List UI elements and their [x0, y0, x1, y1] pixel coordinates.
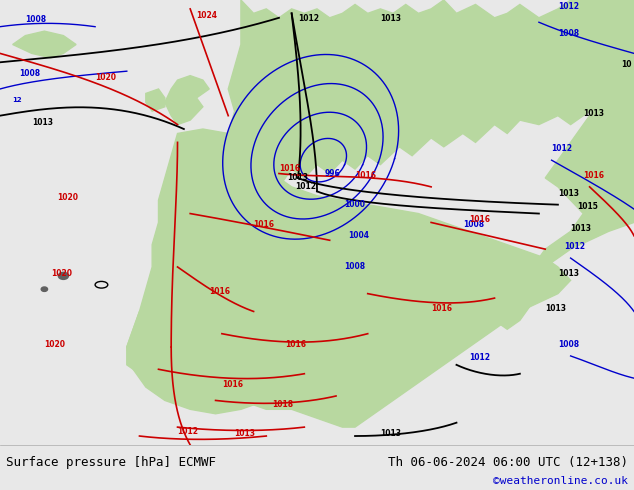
Polygon shape [127, 129, 571, 427]
Text: 1013: 1013 [558, 189, 579, 198]
Text: 1012: 1012 [469, 353, 490, 363]
Text: 1016: 1016 [355, 171, 376, 180]
Text: 1012: 1012 [295, 182, 316, 191]
Text: 1008: 1008 [463, 220, 484, 229]
Text: 1016: 1016 [209, 287, 230, 295]
Text: 1020: 1020 [44, 340, 65, 349]
Text: 1013: 1013 [287, 173, 308, 182]
Polygon shape [146, 89, 165, 111]
Polygon shape [520, 0, 634, 285]
Text: 1008: 1008 [25, 15, 46, 24]
Text: 1016: 1016 [431, 304, 452, 314]
Polygon shape [216, 0, 634, 191]
Text: 1012: 1012 [178, 427, 198, 436]
Polygon shape [304, 249, 361, 356]
Polygon shape [13, 31, 76, 58]
Text: 1024: 1024 [197, 11, 217, 20]
Text: 1012: 1012 [558, 2, 579, 11]
Text: 1013: 1013 [571, 224, 592, 233]
Text: 1016: 1016 [469, 216, 490, 224]
Circle shape [58, 272, 68, 279]
Text: 996: 996 [325, 169, 340, 178]
Text: 1016: 1016 [279, 164, 300, 173]
Text: 1020: 1020 [57, 193, 78, 202]
Text: 1008: 1008 [558, 28, 579, 38]
Text: 1000: 1000 [344, 200, 366, 209]
Text: 1016: 1016 [285, 340, 306, 349]
Text: 1016: 1016 [254, 220, 275, 229]
Text: 1012: 1012 [298, 14, 319, 23]
Text: 1018: 1018 [273, 400, 294, 409]
Text: 1008: 1008 [344, 263, 366, 271]
Text: Surface pressure [hPa] ECMWF: Surface pressure [hPa] ECMWF [6, 456, 216, 468]
Polygon shape [127, 312, 279, 414]
Text: 1012: 1012 [564, 242, 585, 251]
Text: ©weatheronline.co.uk: ©weatheronline.co.uk [493, 476, 628, 487]
Text: 10: 10 [621, 60, 632, 69]
Text: 1016: 1016 [583, 171, 604, 180]
Text: 1004: 1004 [347, 231, 369, 240]
Text: 1013: 1013 [32, 118, 53, 126]
Text: 1013: 1013 [380, 429, 401, 438]
Text: 1020: 1020 [95, 73, 116, 82]
Text: 1013: 1013 [558, 269, 579, 278]
Text: 1008: 1008 [19, 69, 40, 77]
Text: 1013: 1013 [545, 304, 566, 314]
Text: 1008: 1008 [558, 340, 579, 349]
Text: 1013: 1013 [235, 429, 256, 438]
Circle shape [41, 287, 48, 292]
Polygon shape [425, 258, 533, 329]
Text: 1020: 1020 [51, 269, 72, 278]
Text: 1016: 1016 [222, 380, 243, 389]
Text: Th 06-06-2024 06:00 UTC (12+138): Th 06-06-2024 06:00 UTC (12+138) [387, 456, 628, 468]
Text: 1015: 1015 [577, 202, 598, 211]
Text: 1013: 1013 [583, 109, 604, 118]
Text: 1012: 1012 [552, 144, 573, 153]
Polygon shape [165, 75, 209, 124]
Text: 12: 12 [13, 98, 22, 103]
Text: 1013: 1013 [380, 14, 401, 23]
